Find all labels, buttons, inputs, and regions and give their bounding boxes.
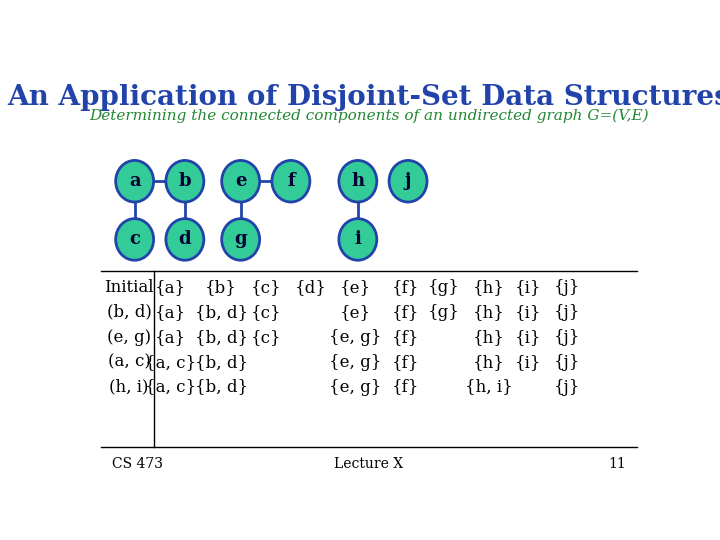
Ellipse shape	[222, 219, 260, 260]
Text: {e}: {e}	[340, 279, 371, 296]
Text: {f}: {f}	[392, 354, 419, 370]
Text: {e, g}: {e, g}	[329, 354, 381, 370]
Text: (e, g): (e, g)	[107, 329, 151, 346]
Text: f: f	[287, 172, 294, 190]
Ellipse shape	[339, 219, 377, 260]
Ellipse shape	[272, 160, 310, 202]
Text: {e}: {e}	[340, 303, 371, 321]
Text: {h}: {h}	[473, 279, 505, 296]
Text: (a, c): (a, c)	[107, 354, 150, 370]
Text: (h, i): (h, i)	[109, 379, 149, 395]
Text: {f}: {f}	[392, 303, 419, 321]
Text: {b}: {b}	[205, 279, 237, 296]
Text: a: a	[129, 172, 140, 190]
Text: {i}: {i}	[515, 303, 541, 321]
Text: {d}: {d}	[294, 279, 326, 296]
Text: d: d	[179, 231, 192, 248]
Ellipse shape	[166, 219, 204, 260]
Text: {b, d}: {b, d}	[194, 303, 248, 321]
Text: h: h	[351, 172, 364, 190]
Text: {f}: {f}	[392, 379, 419, 395]
Text: {c}: {c}	[251, 329, 281, 346]
Ellipse shape	[116, 160, 153, 202]
Text: {g}: {g}	[428, 303, 460, 321]
Ellipse shape	[389, 160, 427, 202]
Text: {e, g}: {e, g}	[329, 329, 381, 346]
Text: {j}: {j}	[554, 329, 580, 346]
Text: {b, d}: {b, d}	[194, 329, 248, 346]
Text: {a}: {a}	[156, 279, 186, 296]
Text: {a}: {a}	[156, 303, 186, 321]
Text: {h}: {h}	[473, 303, 505, 321]
Text: i: i	[354, 231, 361, 248]
Text: {j}: {j}	[554, 379, 580, 395]
Ellipse shape	[222, 160, 260, 202]
Text: {b, d}: {b, d}	[194, 379, 248, 395]
Text: {e, g}: {e, g}	[329, 379, 381, 395]
Ellipse shape	[116, 219, 153, 260]
Text: g: g	[234, 231, 247, 248]
Text: {f}: {f}	[392, 329, 419, 346]
Text: {a, c}: {a, c}	[145, 354, 197, 370]
Text: {j}: {j}	[554, 354, 580, 370]
Text: c: c	[129, 231, 140, 248]
Text: {b, d}: {b, d}	[194, 354, 248, 370]
Text: Initial: Initial	[104, 279, 154, 296]
Text: {j}: {j}	[554, 279, 580, 296]
Text: {h}: {h}	[473, 354, 505, 370]
Text: {i}: {i}	[515, 329, 541, 346]
Ellipse shape	[339, 160, 377, 202]
Text: {j}: {j}	[554, 303, 580, 321]
Text: {c}: {c}	[251, 303, 281, 321]
Text: j: j	[405, 172, 411, 190]
Text: e: e	[235, 172, 246, 190]
Text: (b, d): (b, d)	[107, 303, 151, 321]
Text: {f}: {f}	[392, 279, 419, 296]
Text: {i}: {i}	[515, 279, 541, 296]
Text: Lecture X: Lecture X	[334, 457, 404, 471]
Text: Determining the connected components of an undirected graph G=(V,E): Determining the connected components of …	[89, 109, 649, 123]
Text: {c}: {c}	[251, 279, 281, 296]
Text: {a}: {a}	[156, 329, 186, 346]
Text: An Application of Disjoint-Set Data Structures: An Application of Disjoint-Set Data Stru…	[8, 84, 720, 111]
Text: {h}: {h}	[473, 329, 505, 346]
Text: {h, i}: {h, i}	[465, 379, 513, 395]
Text: 11: 11	[608, 457, 626, 471]
Ellipse shape	[166, 160, 204, 202]
Text: {i}: {i}	[515, 354, 541, 370]
Text: {g}: {g}	[428, 279, 460, 296]
Text: {a, c}: {a, c}	[145, 379, 197, 395]
Text: b: b	[179, 172, 192, 190]
Text: CS 473: CS 473	[112, 457, 163, 471]
